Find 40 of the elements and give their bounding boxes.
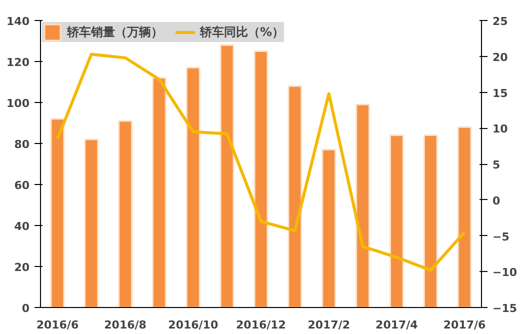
y-tick-label: 20 xyxy=(14,261,30,274)
bar xyxy=(84,138,99,308)
bar xyxy=(423,134,438,308)
bar xyxy=(50,118,65,308)
bar xyxy=(457,126,472,308)
x-tick-label: 2016/10 xyxy=(168,318,218,332)
legend-label: 轿车同比（%） xyxy=(200,24,284,40)
x-tick-label: 2016/8 xyxy=(104,318,146,332)
y2-tick-label: −10 xyxy=(492,266,518,280)
bar xyxy=(118,120,133,308)
y2-tick-label: 20 xyxy=(492,50,508,64)
x-tick-label: 2017/4 xyxy=(376,318,418,332)
legend-label: 轿车销量（万辆） xyxy=(67,24,163,40)
line-series xyxy=(56,52,466,272)
x-tick-label: 2016/12 xyxy=(236,318,286,332)
y2-tick-label: 0 xyxy=(492,194,500,208)
bar xyxy=(288,85,302,308)
y2-tick-label: −15 xyxy=(492,302,518,315)
bar xyxy=(356,104,370,308)
bar xyxy=(254,50,268,308)
bar xyxy=(220,44,234,308)
y-tick-label: 100 xyxy=(6,97,30,110)
y2-tick-label: 5 xyxy=(492,158,500,172)
y2-tick-label: 15 xyxy=(492,86,508,100)
y-tick-label: 0 xyxy=(22,302,30,315)
bar xyxy=(152,77,166,308)
y-tick-label: 60 xyxy=(14,179,30,192)
x-tick-label: 2017/6 xyxy=(443,318,486,332)
bar xyxy=(322,148,336,308)
x-tick-label: 2016/6 xyxy=(36,318,79,332)
y-tick-label: 120 xyxy=(6,56,30,69)
y2-tick-label: 25 xyxy=(492,15,508,28)
y-tick-label: 40 xyxy=(14,220,30,233)
bar xyxy=(389,134,404,308)
y2-tick-label: 10 xyxy=(492,122,508,136)
x-tick-label: 2017/2 xyxy=(308,318,350,332)
bar xyxy=(186,66,200,308)
y2-tick-label: −5 xyxy=(492,230,510,244)
y-tick-label: 80 xyxy=(14,138,30,151)
y-tick-label: 140 xyxy=(6,15,30,28)
